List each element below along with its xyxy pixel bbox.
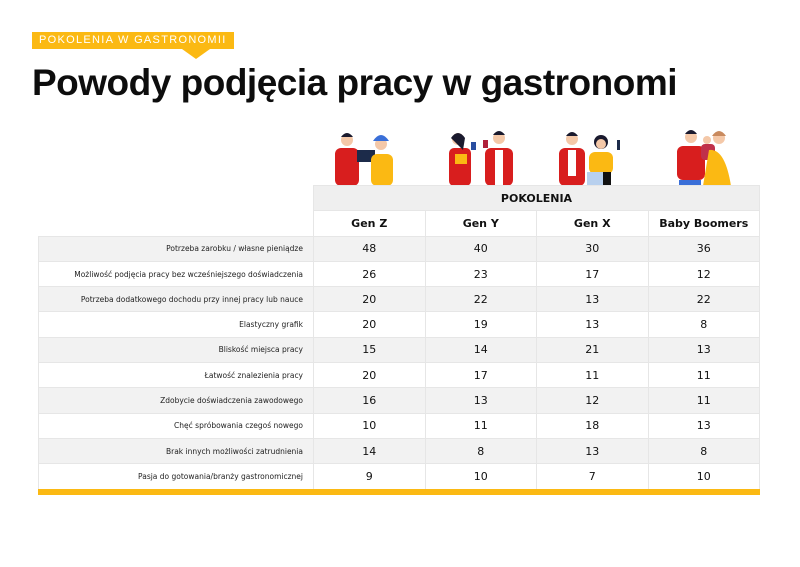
cell-value: 8 bbox=[424, 437, 537, 465]
table-row: Zdobycie doświadczenia zawodowego 16 13 … bbox=[38, 387, 760, 414]
table-row: Chęć spróbowania czegoś nowego 10 11 18 … bbox=[38, 412, 760, 439]
table-row: Potrzeba dodatkowego dochodu przy innej … bbox=[38, 286, 760, 313]
cell-value: 11 bbox=[647, 387, 760, 414]
cell-value: 13 bbox=[647, 412, 760, 439]
gen-z-people-illustration bbox=[313, 126, 425, 186]
row-label: Możliwość podjęcia pracy bez wcześniejsz… bbox=[38, 260, 314, 288]
cell-value: 13 bbox=[424, 387, 537, 414]
cell-value: 21 bbox=[536, 336, 649, 364]
cell-value: 18 bbox=[536, 412, 649, 439]
empty-corner bbox=[38, 210, 314, 237]
row-label: Pasja do gotowania/branży gastronomiczne… bbox=[38, 463, 314, 490]
column-header-gen-x: Gen X bbox=[536, 210, 649, 237]
cell-value: 12 bbox=[536, 387, 649, 414]
row-label: Elastyczny grafik bbox=[38, 311, 314, 338]
cell-value: 36 bbox=[647, 235, 760, 262]
cell-value: 19 bbox=[424, 311, 537, 338]
row-label: Łatwość znalezienia pracy bbox=[38, 362, 314, 389]
accent-bottom-bar bbox=[38, 489, 760, 495]
cell-value: 8 bbox=[647, 311, 760, 338]
cell-value: 10 bbox=[313, 412, 426, 439]
row-label: Chęć spróbowania czegoś nowego bbox=[38, 412, 314, 439]
cell-value: 20 bbox=[313, 286, 426, 313]
cell-value: 14 bbox=[424, 336, 537, 364]
empty-corner bbox=[38, 185, 314, 211]
cell-value: 12 bbox=[647, 260, 760, 288]
gen-x-people-illustration bbox=[537, 126, 649, 186]
cell-value: 8 bbox=[647, 437, 760, 465]
table-row: Pasja do gotowania/branży gastronomiczne… bbox=[38, 463, 760, 490]
cell-value: 14 bbox=[313, 437, 426, 465]
baby-boomers-people-illustration bbox=[649, 126, 761, 186]
cell-value: 13 bbox=[536, 437, 649, 465]
cell-value: 7 bbox=[536, 463, 649, 490]
cell-value: 13 bbox=[536, 286, 649, 313]
row-label: Potrzeba zarobku / własne pieniądze bbox=[38, 235, 314, 262]
cell-value: 10 bbox=[647, 463, 760, 490]
cell-value: 13 bbox=[647, 336, 760, 364]
group-header: POKOLENIA bbox=[313, 184, 760, 212]
cell-value: 11 bbox=[424, 412, 537, 439]
cell-value: 13 bbox=[536, 311, 649, 338]
row-label: Potrzeba dodatkowego dochodu przy innej … bbox=[38, 286, 314, 313]
cell-value: 17 bbox=[424, 362, 537, 389]
cell-value: 20 bbox=[313, 362, 426, 389]
row-label: Brak innych możliwości zatrudnienia bbox=[38, 437, 314, 465]
column-header-baby-boomers: Baby Boomers bbox=[647, 210, 760, 237]
cell-value: 15 bbox=[313, 336, 426, 364]
cell-value: 26 bbox=[313, 260, 426, 288]
table-row: Łatwość znalezienia pracy 20 17 11 11 bbox=[38, 362, 760, 389]
section-tag: POKOLENIA W GASTRONOMII bbox=[32, 32, 234, 59]
table-row: Bliskość miejsca pracy 15 14 21 13 bbox=[38, 336, 760, 364]
cell-value: 20 bbox=[313, 311, 426, 338]
cell-value: 11 bbox=[536, 362, 649, 389]
cell-value: 10 bbox=[424, 463, 537, 490]
cell-value: 9 bbox=[313, 463, 426, 490]
cell-value: 48 bbox=[313, 235, 426, 262]
table-row: Elastyczny grafik 20 19 13 8 bbox=[38, 311, 760, 338]
column-header-gen-z: Gen Z bbox=[313, 210, 426, 237]
table-row: Brak innych możliwości zatrudnienia 14 8… bbox=[38, 437, 760, 465]
cell-value: 17 bbox=[536, 260, 649, 288]
cell-value: 23 bbox=[424, 260, 537, 288]
table-row: Możliwość podjęcia pracy bez wcześniejsz… bbox=[38, 260, 760, 288]
cell-value: 30 bbox=[536, 235, 649, 262]
page-title: Powody podjęcia pracy w gastronomi bbox=[32, 62, 678, 103]
cell-value: 22 bbox=[647, 286, 760, 313]
table-row: Potrzeba zarobku / własne pieniądze 48 4… bbox=[38, 235, 760, 262]
cell-value: 40 bbox=[424, 235, 537, 262]
gen-y-people-illustration bbox=[425, 126, 537, 186]
row-label: Bliskość miejsca pracy bbox=[38, 336, 314, 364]
cell-value: 16 bbox=[313, 387, 426, 414]
cell-value: 11 bbox=[647, 362, 760, 389]
reasons-table: POKOLENIA Gen Z Gen Y Gen X Baby Boomers… bbox=[38, 184, 760, 490]
row-label: Zdobycie doświadczenia zawodowego bbox=[38, 387, 314, 414]
column-header-gen-y: Gen Y bbox=[424, 210, 537, 237]
cell-value: 22 bbox=[424, 286, 537, 313]
generation-illustrations bbox=[313, 126, 760, 186]
